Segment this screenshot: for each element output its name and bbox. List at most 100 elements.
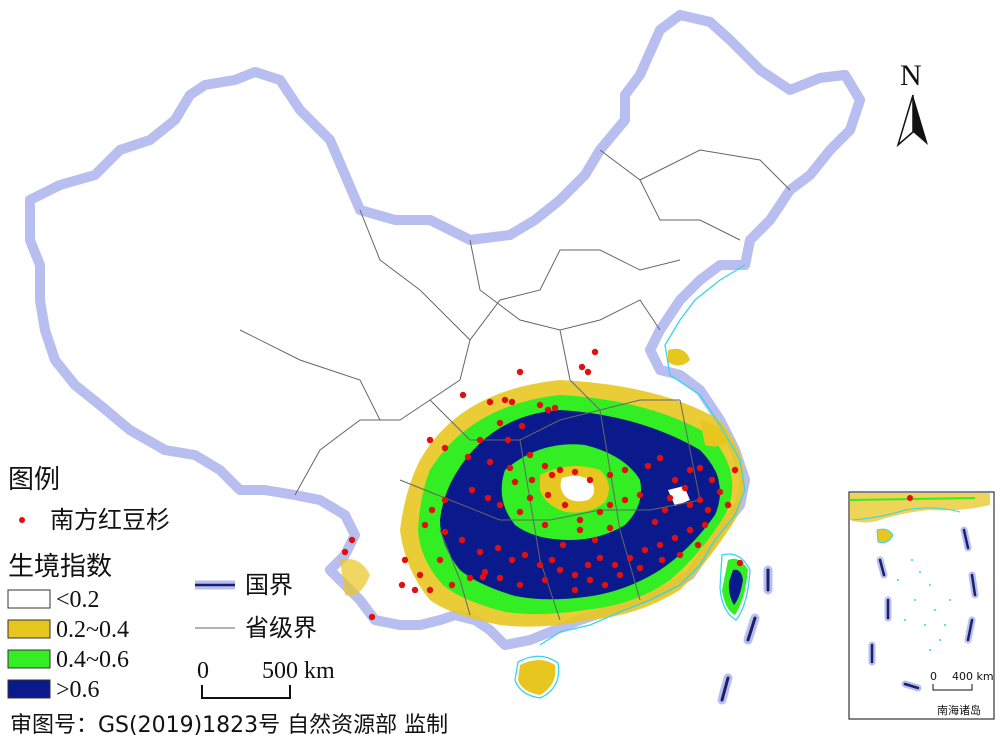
occurrence-point xyxy=(671,476,679,484)
occurrence-point xyxy=(641,546,649,554)
occurrence-point xyxy=(496,501,504,509)
occurrence-point xyxy=(658,556,666,564)
habitat-zone-center-blank xyxy=(560,475,595,502)
occurrence-point xyxy=(611,561,619,569)
occurrence-point xyxy=(551,404,559,412)
occurrence-point xyxy=(591,536,599,544)
occurrence-point xyxy=(521,551,529,559)
occurrence-point xyxy=(504,436,512,444)
occurrence-point xyxy=(686,526,694,534)
occurrence-point xyxy=(526,494,534,502)
occurrence-point xyxy=(576,516,584,524)
legend-swatch-4 xyxy=(7,679,51,699)
occurrence-point xyxy=(636,491,644,499)
occurrence-point xyxy=(341,548,349,556)
occurrence-point xyxy=(694,541,702,549)
scale-zero: 0 xyxy=(197,658,209,684)
occurrence-point xyxy=(536,561,544,569)
occurrence-point xyxy=(696,496,704,504)
occurrence-point xyxy=(421,521,429,529)
nine-dash-line-main xyxy=(717,565,773,705)
occurrence-point xyxy=(476,548,484,556)
occurrence-point xyxy=(676,551,684,559)
occurrence-point xyxy=(666,494,674,502)
habitat-zone-hainan xyxy=(518,660,556,695)
habitat-zone-taiwan-high xyxy=(728,569,743,605)
inset-scale-zero: 0 xyxy=(930,670,937,683)
occurrence-point xyxy=(724,501,732,509)
occurrence-point xyxy=(596,508,604,516)
occurrence-point xyxy=(459,391,467,399)
north-arrow: N xyxy=(896,59,928,148)
occurrence-point xyxy=(621,496,629,504)
scale-value: 500 km xyxy=(262,658,335,684)
occurrence-point xyxy=(428,506,436,514)
legend-point-icon xyxy=(19,517,25,523)
occurrence-point xyxy=(661,506,669,514)
occurrence-point xyxy=(398,581,406,589)
occurrence-point xyxy=(656,541,664,549)
occurrence-point xyxy=(516,368,524,376)
occurrence-point xyxy=(578,363,586,371)
occurrence-point xyxy=(571,571,579,579)
occurrence-point xyxy=(526,451,534,459)
occurrence-point xyxy=(541,521,549,529)
occurrence-point xyxy=(541,462,549,470)
occurrence-point xyxy=(601,581,609,589)
occurrence-point xyxy=(681,484,689,492)
occurrence-point xyxy=(436,556,444,564)
occurrence-point xyxy=(716,488,724,496)
occurrence-point xyxy=(494,544,502,552)
legend-index-title: 生境指数 xyxy=(8,552,112,582)
occurrence-point xyxy=(411,586,419,594)
legend-class-1: <0.2 xyxy=(56,587,100,613)
occurrence-point xyxy=(591,348,599,356)
occurrence-points xyxy=(341,348,744,621)
occurrence-point xyxy=(584,561,592,569)
occurrence-point xyxy=(621,466,629,474)
scale-bar: 0 500 km xyxy=(197,658,335,699)
occurrence-point xyxy=(556,466,564,474)
occurrence-point xyxy=(606,471,614,479)
coastline xyxy=(514,264,751,699)
map-approval-number: 审图号：GS(2019)1823号 自然资源部 监制 xyxy=(10,713,448,738)
occurrence-point xyxy=(626,554,634,562)
occurrence-point xyxy=(536,401,544,409)
provincial-borders xyxy=(239,149,791,621)
inset-scale-value: 400 km xyxy=(952,670,994,683)
occurrence-point xyxy=(576,526,584,534)
occurrence-point xyxy=(448,581,456,589)
legend-swatch-2 xyxy=(7,619,51,639)
occurrence-point xyxy=(416,571,424,579)
legend-provincial-border-label: 省级界 xyxy=(245,614,317,642)
occurrence-point xyxy=(484,494,492,502)
occurrence-point xyxy=(441,444,449,452)
occurrence-point xyxy=(586,576,594,584)
occurrence-point xyxy=(486,458,494,466)
occurrence-point xyxy=(458,536,466,544)
occurrence-point xyxy=(541,576,549,584)
legend-class-2: 0.2~0.4 xyxy=(56,617,129,643)
occurrence-point xyxy=(656,454,664,462)
occurrence-point xyxy=(696,464,704,472)
legend-swatch-3 xyxy=(7,649,51,669)
occurrence-point xyxy=(426,436,434,444)
occurrence-point xyxy=(441,496,449,504)
occurrence-point xyxy=(636,564,644,572)
occurrence-point xyxy=(708,476,716,484)
occurrence-point xyxy=(518,422,526,430)
occurrence-point xyxy=(426,586,434,594)
occurrence-point xyxy=(686,501,694,509)
legend-class-3: 0.4~0.6 xyxy=(56,647,129,673)
occurrence-point xyxy=(468,486,476,494)
occurrence-point xyxy=(481,568,489,576)
occurrence-point xyxy=(476,436,484,444)
occurrence-point xyxy=(586,476,594,484)
legend-national-border-label: 国界 xyxy=(245,571,293,599)
occurrence-point xyxy=(571,586,579,594)
occurrence-point xyxy=(644,462,652,470)
habitat-zone-yunnan xyxy=(340,559,370,596)
occurrence-point xyxy=(368,613,376,621)
occurrence-point xyxy=(501,396,509,404)
